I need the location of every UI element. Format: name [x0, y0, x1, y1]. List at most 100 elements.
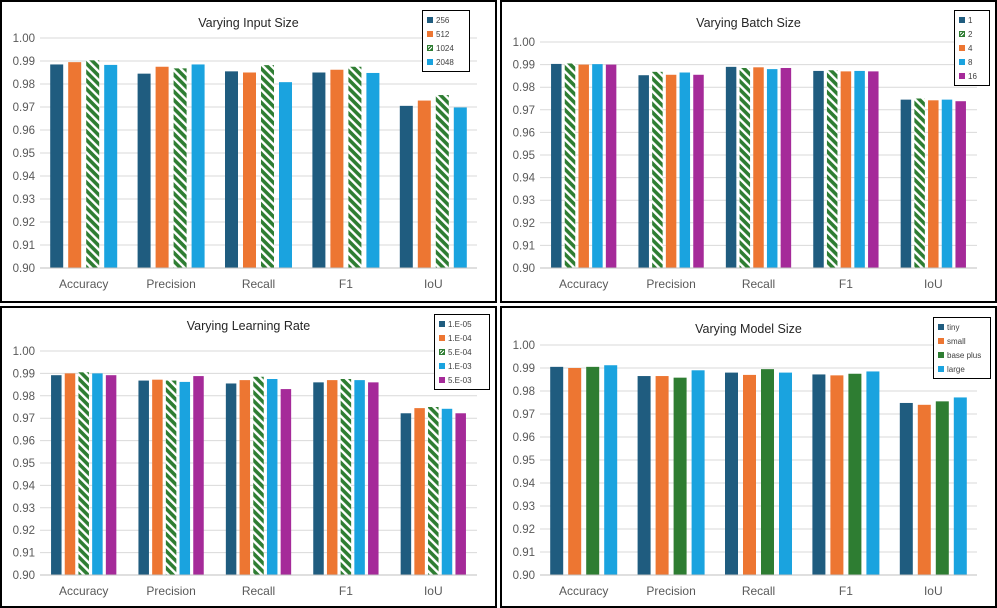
bar-precision-5-e-04 [165, 380, 177, 575]
legend-item: 512 [427, 27, 465, 41]
bar-recall-1 [725, 66, 737, 268]
bar-iou-1-e-05 [400, 413, 412, 575]
bar-iou-base-plus [935, 401, 949, 575]
bar-f1-512 [330, 69, 344, 269]
legend-swatch [959, 59, 965, 65]
bar-accuracy-1-e-03 [92, 373, 103, 575]
y-tick-label: 0.97 [513, 105, 535, 117]
legend-label: 4 [968, 43, 973, 53]
y-tick-label: 0.91 [513, 547, 535, 559]
bar-f1-1-e-04 [326, 380, 338, 575]
legend-swatch [938, 324, 944, 330]
bar-iou-small [917, 404, 931, 575]
bar-f1-base-plus [848, 373, 862, 575]
legend-label: 1.E-05 [448, 319, 472, 329]
legend-swatch [439, 335, 445, 341]
bar-f1-tiny [812, 374, 826, 575]
y-tick-label: 0.94 [513, 173, 536, 185]
legend-item: large [938, 362, 986, 376]
chart-title: Varying Model Size [695, 322, 802, 336]
bar-recall-2048 [279, 82, 292, 268]
legend-item: small [938, 334, 986, 348]
bar-iou-2 [914, 98, 925, 268]
bar-accuracy-small [568, 368, 582, 575]
y-tick-label: 0.97 [13, 102, 35, 114]
bar-precision-2048 [191, 64, 205, 268]
bar-recall-512 [243, 72, 256, 268]
bar-accuracy-5-e-03 [105, 375, 117, 575]
bar-precision-16 [693, 74, 704, 269]
bar-iou-2048 [453, 107, 467, 269]
bar-f1-1024 [348, 66, 362, 268]
bar-recall-large [779, 372, 792, 575]
legend-item: tiny [938, 320, 986, 334]
legend-item: 2048 [427, 55, 465, 69]
y-tick-label: 0.94 [13, 480, 36, 492]
y-tick-label: 0.96 [513, 432, 535, 444]
legend-swatch [439, 363, 445, 369]
x-tick-label: IoU [424, 584, 443, 598]
bar-accuracy-8 [592, 64, 603, 268]
bar-accuracy-1024 [86, 60, 100, 269]
x-tick-label: Precision [146, 277, 195, 291]
y-tick-label: 0.90 [513, 263, 535, 275]
y-tick-label: 0.96 [13, 436, 35, 448]
y-tick-label: 1.00 [13, 346, 35, 358]
y-tick-label: 1.00 [513, 37, 535, 49]
y-tick-label: 0.96 [13, 125, 35, 137]
bar-f1-16 [868, 71, 879, 268]
bar-precision-base-plus [673, 377, 687, 575]
y-tick-label: 0.97 [513, 409, 535, 421]
bar-recall-5-e-04 [253, 376, 264, 575]
bar-precision-1024 [173, 68, 187, 268]
bar-precision-512 [155, 66, 169, 268]
legend-swatch [427, 31, 433, 37]
bar-recall-small [743, 374, 756, 575]
chart-legend: 256 512 1024 2048 [422, 10, 470, 72]
x-tick-label: F1 [339, 277, 353, 291]
bar-f1-1-e-03 [354, 380, 365, 575]
bar-precision-1-e-05 [138, 380, 149, 575]
chart-svg: 0.90 0.91 0.92 0.93 0.94 0.95 0.96 0.97 0.98 0.99… [513, 340, 977, 598]
bar-precision-large [691, 370, 705, 575]
y-tick-label: 0.99 [513, 60, 535, 72]
x-tick-label: Recall [742, 584, 775, 598]
x-tick-label: Accuracy [559, 277, 608, 291]
bar-precision-1-e-03 [179, 381, 191, 575]
bar-f1-8 [854, 70, 865, 268]
bar-f1-1-e-05 [313, 382, 324, 575]
bar-iou-4 [928, 100, 939, 268]
legend-swatch [427, 45, 433, 51]
legend-item: base plus [938, 348, 986, 362]
legend-label: tiny [947, 322, 960, 332]
x-tick-label: Recall [242, 584, 275, 598]
chart-panel-model-size: Varying Model Size 0.90 0.91 0.92 0.93 0.94 0.… [500, 306, 997, 608]
legend-item: 8 [959, 55, 985, 69]
chart-title: Varying Input Size [198, 16, 299, 30]
bar-f1-2048 [366, 72, 380, 269]
bar-iou-16 [955, 101, 966, 268]
bar-iou-tiny [899, 402, 913, 575]
legend-swatch [938, 352, 944, 358]
x-tick-label: Accuracy [559, 584, 608, 598]
bar-recall-8 [766, 69, 778, 269]
chart-title: Varying Learning Rate [186, 319, 311, 333]
legend-item: 4 [959, 41, 985, 55]
y-tick-label: 0.94 [13, 171, 36, 183]
x-tick-label: F1 [839, 584, 853, 598]
bar-precision-1-e-04 [152, 379, 163, 575]
y-tick-label: 0.95 [13, 458, 35, 470]
legend-item: 1.E-05 [439, 317, 485, 331]
y-tick-label: 0.93 [513, 501, 535, 513]
bar-f1-5-e-03 [368, 382, 379, 575]
legend-swatch [439, 321, 445, 327]
legend-label: 1.E-03 [448, 361, 472, 371]
chart-legend: 1 2 4 8 16 [954, 10, 990, 86]
bar-accuracy-256 [50, 64, 64, 268]
y-tick-label: 0.92 [513, 218, 535, 230]
x-tick-label: IoU [924, 584, 943, 598]
bar-recall-1-e-05 [225, 383, 237, 575]
bar-precision-small [655, 376, 669, 575]
x-tick-label: Precision [646, 277, 695, 291]
chart-title: Varying Batch Size [696, 16, 801, 30]
